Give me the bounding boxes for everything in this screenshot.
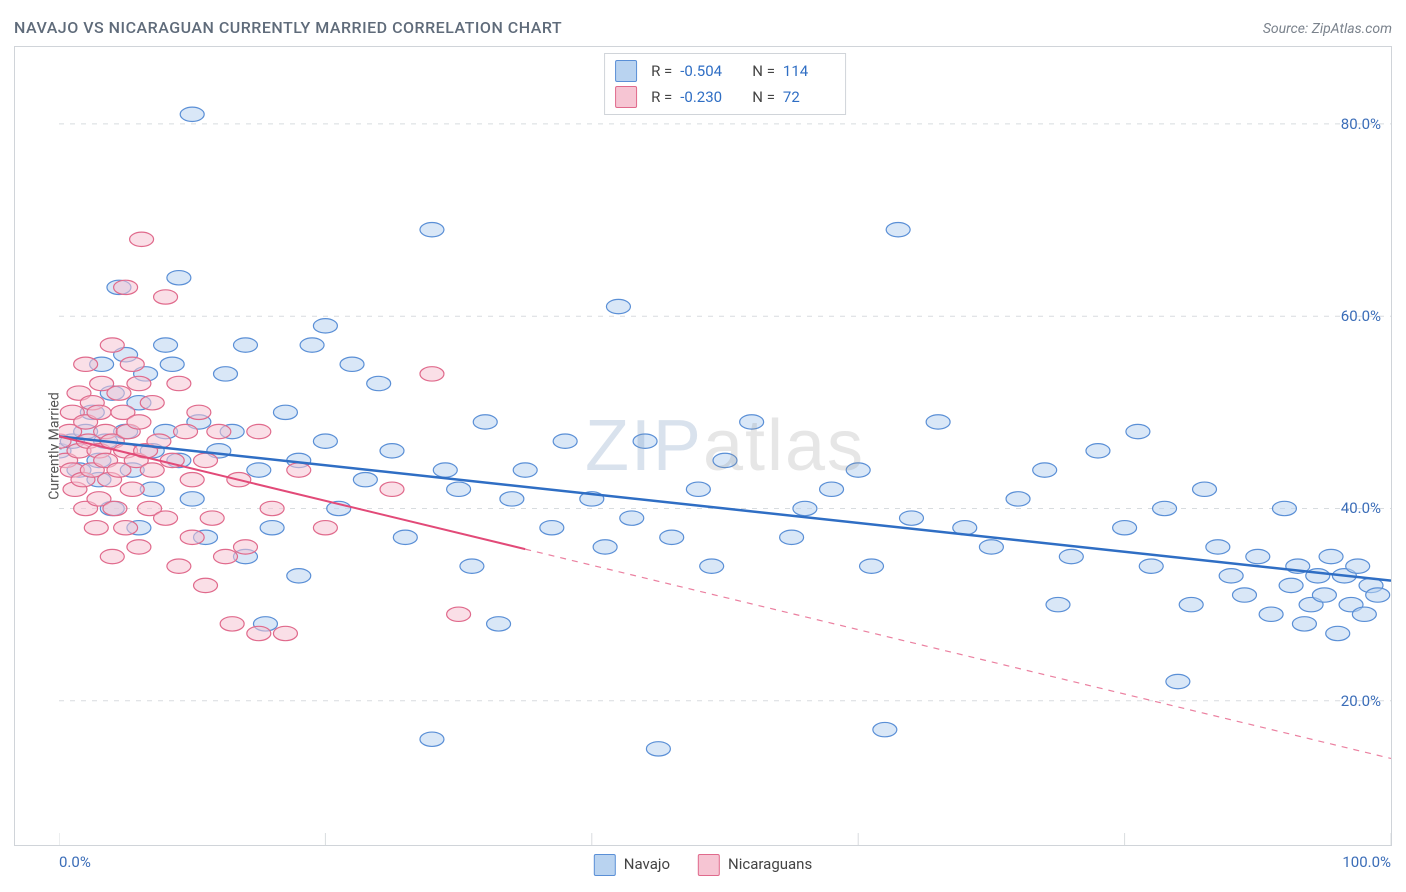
legend-r-value: -0.230 — [680, 84, 732, 110]
plot-area: ZIPatlas R = -0.504 N = 114 R = -0.230 N… — [59, 47, 1391, 845]
y-tick-label: 20.0% — [1341, 692, 1381, 710]
legend-n-label: N = — [752, 58, 775, 84]
swatch-nicaraguan — [698, 854, 720, 876]
legend-r-label: R = — [651, 58, 672, 84]
legend-row-navajo: R = -0.504 N = 114 — [615, 58, 835, 84]
y-tick-label: 40.0% — [1341, 499, 1381, 517]
y-tick-label: 60.0% — [1341, 307, 1381, 325]
plot-svg — [59, 47, 1391, 845]
legend-n-label: N = — [752, 84, 775, 110]
legend-r-label: R = — [651, 84, 672, 110]
legend-swatch-navajo — [615, 60, 637, 82]
legend-n-value: 114 — [783, 58, 835, 84]
legend-item-nicaraguan: Nicaraguans — [698, 854, 812, 876]
x-tick-label-min: 0.0% — [59, 853, 91, 871]
legend-label-nicaraguan: Nicaraguans — [728, 855, 812, 873]
source-label: Source: ZipAtlas.com — [1263, 21, 1392, 37]
legend-row-nicaraguan: R = -0.230 N = 72 — [615, 84, 835, 110]
correlation-legend: R = -0.504 N = 114 R = -0.230 N = 72 — [604, 53, 846, 115]
legend-swatch-nicaraguan — [615, 86, 637, 108]
legend-item-navajo: Navajo — [594, 854, 670, 876]
series-legend: Navajo Nicaraguans — [594, 854, 812, 876]
legend-label-navajo: Navajo — [624, 855, 670, 873]
legend-n-value: 72 — [783, 84, 835, 110]
swatch-navajo — [594, 854, 616, 876]
plot-frame: Currently Married ZIPatlas R = -0.504 N … — [14, 46, 1392, 846]
chart-title: NAVAJO VS NICARAGUAN CURRENTLY MARRIED C… — [14, 18, 562, 37]
y-tick-label: 80.0% — [1341, 115, 1381, 133]
header: NAVAJO VS NICARAGUAN CURRENTLY MARRIED C… — [14, 18, 1392, 37]
x-tick-label-max: 100.0% — [1342, 853, 1391, 871]
legend-r-value: -0.504 — [680, 58, 732, 84]
